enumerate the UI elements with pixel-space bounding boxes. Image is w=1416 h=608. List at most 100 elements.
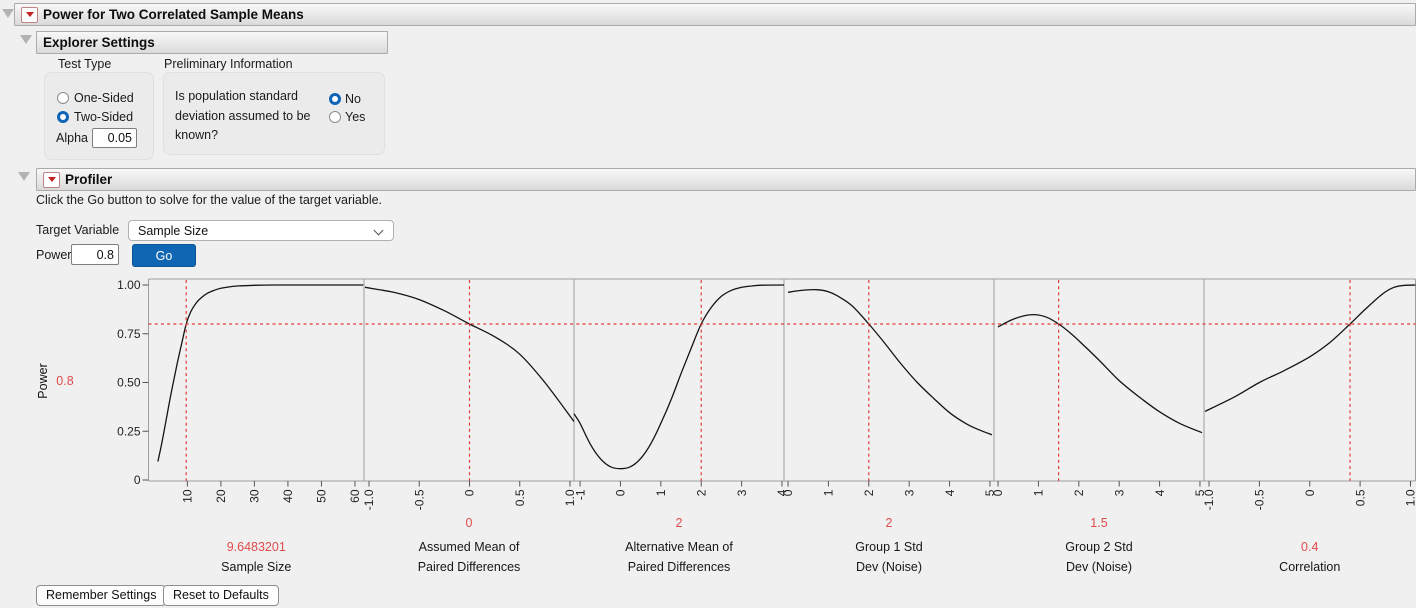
profile-curve (997, 313, 1203, 434)
x-tick-label: 60 (348, 489, 362, 503)
alpha-input[interactable] (92, 128, 137, 148)
x-tick-label: -1 (573, 489, 587, 500)
factor-name: Group 1 Std (855, 540, 922, 554)
x-tick-label: 50 (315, 489, 329, 503)
x-tick-label: 10 (181, 489, 195, 503)
collapse-triangle-profiler[interactable] (18, 172, 30, 181)
page-title: Power for Two Correlated Sample Means (43, 7, 304, 22)
x-tick-label: 20 (214, 489, 228, 503)
preliminary-question: Is population standard deviation assumed… (175, 89, 311, 142)
y-tick-label: 0.50 (117, 376, 141, 390)
x-tick-label: 1.0 (1404, 489, 1416, 506)
factor-current-value: 0.4 (1301, 540, 1318, 554)
collapse-triangle-explorer[interactable] (20, 35, 32, 44)
x-tick-label: -0.5 (1253, 489, 1267, 510)
factor-name: Sample Size (221, 560, 291, 574)
power-current-value: 0.8 (56, 374, 73, 388)
chevron-down-icon (373, 225, 384, 236)
factor-current-value: 2 (886, 516, 893, 530)
x-tick-label: 40 (281, 489, 295, 503)
factor-current-value: 0 (466, 516, 473, 530)
power-input[interactable] (71, 244, 119, 265)
radio-yes[interactable] (329, 111, 341, 123)
explorer-settings-header-bar: Explorer Settings (36, 31, 388, 54)
x-tick-label: 4 (943, 489, 957, 496)
x-tick-label: 0 (991, 489, 1005, 496)
x-tick-label: 0 (614, 489, 628, 496)
profile-curve (573, 284, 785, 470)
x-tick-label: 0 (463, 489, 477, 496)
test-type-label: Test Type (58, 57, 112, 71)
x-tick-label: 2 (1072, 489, 1086, 496)
alpha-label: Alpha (56, 131, 88, 145)
red-triangle-icon (47, 177, 56, 182)
factor-name: Group 2 Std (1065, 540, 1132, 554)
explorer-settings-title: Explorer Settings (43, 35, 155, 50)
x-tick-label: 3 (1112, 489, 1126, 496)
x-tick-label: 4 (1153, 489, 1167, 496)
red-triangle-menu-button[interactable] (21, 6, 38, 23)
factor-name: Dev (Noise) (1066, 560, 1132, 574)
power-label: Power (36, 248, 72, 262)
radio-two-sided[interactable] (57, 111, 69, 123)
profile-curve (157, 284, 364, 462)
y-tick-label: 1.00 (117, 278, 141, 292)
factor-name: Correlation (1279, 560, 1340, 574)
x-tick-label: -0.5 (412, 489, 426, 510)
factor-name: Alternative Mean of (625, 540, 733, 554)
x-tick-label: 1 (1032, 489, 1046, 496)
x-tick-label: 5 (983, 489, 997, 496)
x-tick-label: 0.5 (513, 489, 527, 506)
main-header-bar: Power for Two Correlated Sample Means (14, 3, 1416, 26)
preliminary-information-label: Preliminary Information (164, 57, 293, 71)
x-tick-label: 0 (781, 489, 795, 496)
collapse-triangle-root[interactable] (2, 9, 14, 18)
factor-current-value: 1.5 (1090, 516, 1107, 530)
x-tick-label: 2 (862, 489, 876, 496)
preliminary-groupbox (163, 72, 385, 155)
x-tick-label: 1.0 (563, 489, 577, 506)
profiler-header-bar: Profiler (36, 168, 1416, 191)
radio-no-label: No (345, 92, 361, 106)
y-tick-label: 0.75 (117, 327, 141, 341)
profiler-red-triangle-menu-button[interactable] (43, 171, 60, 188)
y-tick-label: 0 (134, 473, 141, 487)
x-tick-label: 0 (1303, 489, 1317, 496)
x-tick-label: 4 (775, 489, 789, 496)
x-tick-label: 30 (248, 489, 262, 503)
x-tick-label: 5 (1193, 489, 1207, 496)
profiler-title: Profiler (65, 172, 113, 187)
radio-yes-label: Yes (345, 110, 366, 124)
remember-settings-button[interactable]: Remember Settings (36, 585, 167, 606)
radio-no[interactable] (329, 93, 341, 105)
radio-one-sided[interactable] (57, 92, 69, 104)
red-triangle-icon (25, 12, 34, 17)
factor-current-value: 2 (676, 516, 683, 530)
x-tick-label: 3 (902, 489, 916, 496)
x-tick-label: -1.0 (362, 489, 376, 510)
target-variable-label: Target Variable (36, 223, 120, 237)
factor-current-value: 9.6483201 (227, 540, 286, 554)
x-tick-label: 1 (822, 489, 836, 496)
x-tick-label: 0.5 (1353, 489, 1367, 506)
reset-to-defaults-button[interactable]: Reset to Defaults (163, 585, 279, 606)
radio-one-sided-label: One-Sided (74, 91, 134, 105)
y-axis-title: Power (36, 363, 50, 398)
factor-name: Paired Differences (418, 560, 521, 574)
factor-name: Assumed Mean of (419, 540, 520, 554)
factor-name: Dev (Noise) (856, 560, 922, 574)
go-button[interactable]: Go (132, 244, 196, 267)
profile-curve (787, 289, 993, 436)
radio-two-sided-label: Two-Sided (74, 110, 134, 124)
profiler-caption: Click the Go button to solve for the val… (36, 193, 383, 207)
y-tick-label: 0.25 (117, 424, 141, 438)
x-tick-label: 2 (694, 489, 708, 496)
target-variable-dropdown[interactable]: Sample Size (128, 220, 394, 241)
factor-name: Paired Differences (628, 560, 731, 574)
target-variable-value: Sample Size (138, 223, 209, 238)
x-tick-label: 1 (654, 489, 668, 496)
x-tick-label: -1.0 (1202, 489, 1216, 510)
profile-curve (1204, 284, 1416, 412)
x-tick-label: 3 (735, 489, 749, 496)
